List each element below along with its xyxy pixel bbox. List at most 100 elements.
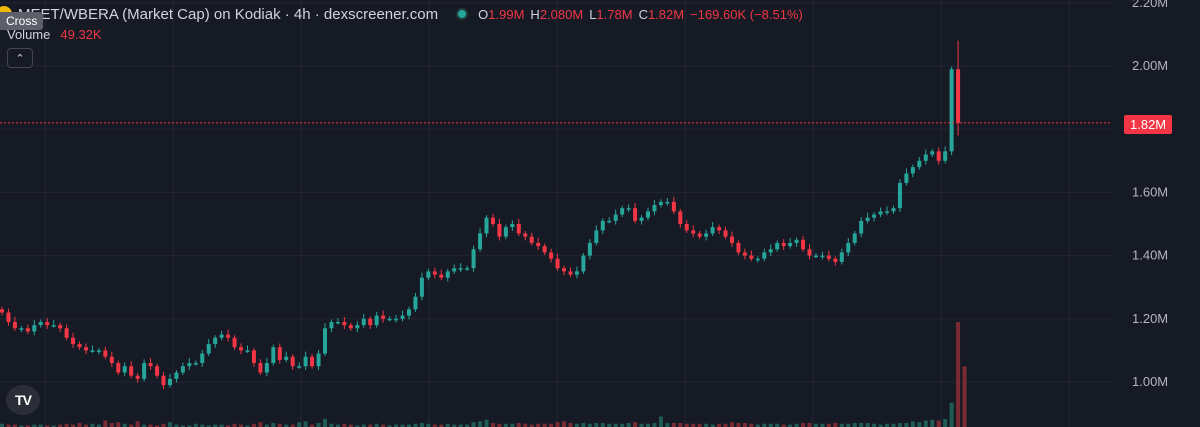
candle-body (665, 201, 670, 204)
candle (258, 359, 263, 376)
tradingview-logo[interactable]: TV (6, 385, 40, 415)
collapse-legend-button[interactable]: ⌃ (7, 48, 33, 68)
candle (904, 168, 909, 186)
candle (755, 256, 760, 263)
candle (200, 349, 205, 367)
candle-body (271, 347, 276, 364)
volume-bar (19, 425, 24, 427)
candle-body (775, 242, 780, 250)
candle-body (833, 258, 838, 262)
candle-body (213, 337, 218, 345)
candle (155, 363, 160, 379)
candle-body (839, 252, 844, 262)
volume-bar (736, 422, 741, 427)
candle-body (187, 363, 192, 367)
candle-body (671, 201, 676, 212)
candle (348, 322, 353, 331)
candle-body (736, 242, 741, 253)
volume-label: Volume (7, 27, 51, 42)
volume-bar (432, 424, 437, 427)
volume-bar (549, 423, 554, 427)
candle-body (116, 363, 121, 373)
candle (717, 224, 722, 235)
candle (323, 323, 327, 357)
candle-body (174, 372, 179, 379)
candle (923, 149, 928, 165)
volume-bar (646, 423, 650, 427)
candle-body (329, 321, 334, 329)
volume-bar (852, 422, 857, 427)
volume-bar (484, 419, 489, 427)
candle (607, 217, 612, 224)
candle-body (626, 208, 631, 210)
candle (807, 244, 812, 260)
candle (361, 313, 366, 328)
volume-bar (729, 422, 734, 427)
candle-body (471, 249, 476, 269)
candle-body (19, 328, 24, 330)
volume-bar (71, 424, 76, 427)
ohlc-readout: O1.99M H2.080M L1.78M C1.82M −169.60K (−… (478, 7, 803, 22)
candle-body (633, 208, 638, 221)
candle (613, 209, 618, 225)
volume-bar (323, 418, 327, 427)
volume-bar (723, 423, 728, 427)
candle (452, 264, 457, 274)
volume-bar (555, 422, 560, 427)
candle-body (193, 363, 198, 365)
candle-body (71, 337, 76, 345)
volume-bar (478, 421, 483, 427)
candle-body (484, 217, 489, 234)
candle (801, 236, 806, 252)
volume-bar (51, 425, 56, 427)
candle-body (729, 236, 734, 243)
candle (600, 218, 605, 235)
volume-bar (264, 424, 269, 427)
volume-bar (839, 423, 844, 427)
candle (271, 344, 276, 366)
candle-body (852, 233, 857, 243)
volume-bar (206, 425, 211, 427)
candle-body (646, 211, 650, 218)
candle-body (129, 366, 134, 376)
volume-bar (691, 423, 696, 427)
candle-body (910, 167, 915, 174)
volume-bar (962, 366, 967, 427)
volume-bar (187, 425, 192, 427)
volume-bar (103, 420, 108, 427)
market-status-icon[interactable] (456, 8, 469, 20)
candle-body (956, 69, 961, 123)
volume-bar (25, 425, 30, 427)
candle (32, 320, 37, 336)
chart-title: MEET/WBERA (Market Cap) on Kodiak · 4h ·… (18, 5, 439, 23)
volume-bar (251, 423, 256, 427)
candle (187, 357, 192, 370)
candle-body (878, 211, 883, 215)
candle-body (859, 220, 864, 234)
volume-bar (781, 424, 786, 427)
candle (865, 212, 870, 224)
candle-body (807, 249, 812, 256)
volume-bar (38, 424, 43, 427)
candle-body (426, 271, 431, 278)
candle (329, 319, 334, 333)
candle-body (264, 363, 269, 373)
candle-body (704, 233, 709, 237)
candle-body (452, 268, 457, 272)
candle (555, 253, 560, 271)
candle (691, 225, 696, 238)
candle (142, 359, 147, 382)
candle-body (155, 366, 160, 376)
candle-body (510, 224, 515, 228)
candle-body (38, 321, 43, 326)
candle (439, 269, 444, 281)
candle (652, 199, 657, 216)
volume-bar (90, 423, 95, 427)
volume-bar (755, 424, 760, 427)
candle (885, 206, 890, 216)
candle (239, 343, 244, 355)
chevron-up-icon: ⌃ (15, 52, 25, 65)
candle (251, 347, 256, 367)
candle-body (122, 366, 127, 373)
